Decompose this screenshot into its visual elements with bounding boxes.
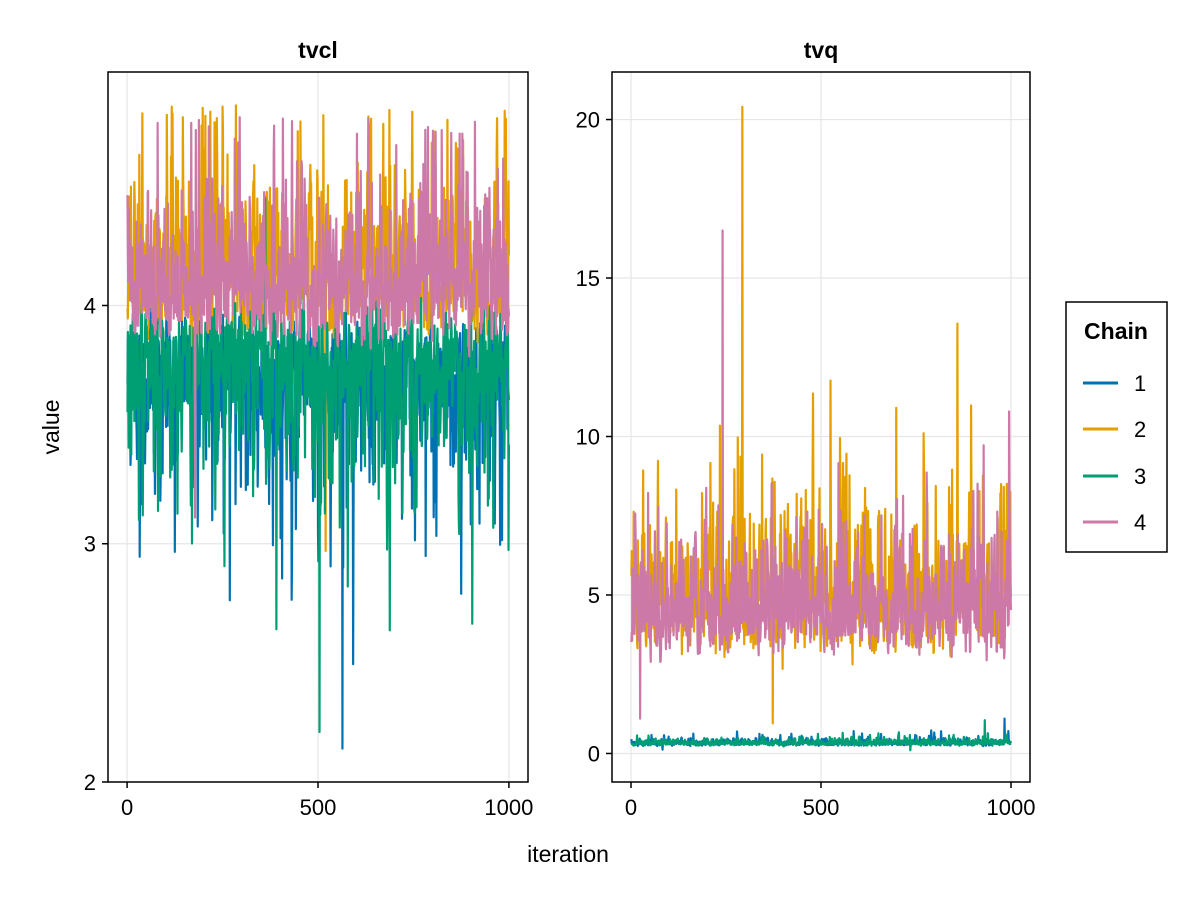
y-tick-label: 0	[588, 741, 600, 766]
legend-box	[1065, 301, 1168, 553]
x-tick-label: 1000	[987, 795, 1036, 820]
x-axis-label: iteration	[527, 841, 609, 867]
y-tick-label: 20	[576, 108, 600, 133]
x-tick-label: 500	[803, 795, 840, 820]
legend: Chain 1 2 3 4	[1065, 301, 1168, 553]
legend-title: Chain	[1084, 318, 1148, 344]
series-group-tvcl	[126, 104, 511, 750]
series-line-chain-4	[630, 229, 1013, 720]
legend-label-1: 1	[1134, 371, 1146, 396]
y-axis-label: value	[38, 400, 64, 455]
series-line-chain-4	[126, 116, 511, 519]
y-tick-label: 10	[576, 425, 600, 450]
legend-label-3: 3	[1134, 464, 1146, 489]
y-tick-label: 5	[588, 583, 600, 608]
ticks-tvcl: 0 500 1000 2 3 4	[84, 293, 534, 820]
y-tick-label: 3	[84, 532, 96, 557]
legend-label-4: 4	[1134, 510, 1146, 535]
legend-item: 3	[1083, 464, 1146, 489]
y-tick-label: 15	[576, 266, 600, 291]
panel-title-tvcl: tvcl	[298, 37, 338, 63]
x-tick-label: 1000	[484, 795, 533, 820]
series-group-tvq	[630, 105, 1013, 752]
panel-tvcl: 0 500 1000 2 3 4 tvcl	[84, 37, 534, 820]
ticks-tvq: 0 500 1000 0 5 10 15 20	[576, 108, 1036, 820]
panel-tvq: 0 500 1000 0 5 10 15 20 tvq	[576, 37, 1036, 820]
y-tick-label: 4	[84, 293, 96, 318]
legend-item: 1	[1083, 371, 1146, 396]
x-tick-label: 0	[625, 795, 637, 820]
x-tick-label: 0	[121, 795, 133, 820]
legend-item: 2	[1083, 417, 1146, 442]
y-tick-label: 2	[84, 770, 96, 795]
x-tick-label: 500	[300, 795, 337, 820]
legend-label-2: 2	[1134, 417, 1146, 442]
series-line-chain-3	[630, 719, 1013, 752]
panel-title-tvq: tvq	[804, 37, 839, 63]
legend-item: 4	[1083, 510, 1146, 535]
series-line-chain-3	[126, 197, 511, 734]
